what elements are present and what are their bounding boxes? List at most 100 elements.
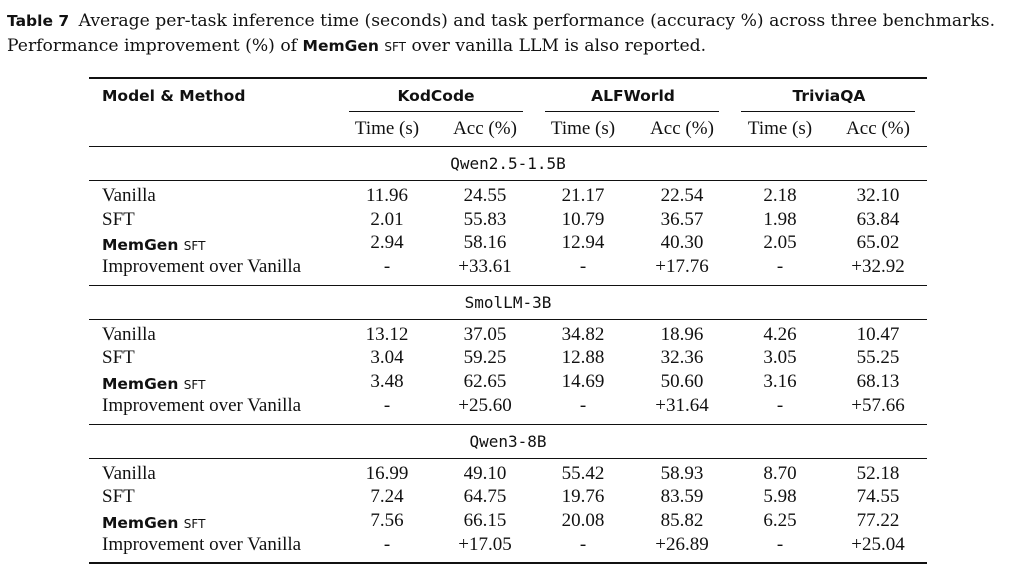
section-title-qwen2.5-1.5b: Qwen2.5-1.5B <box>450 154 566 173</box>
cell-alfworld-acc: +31.64 <box>655 395 709 416</box>
cell-kodcode-time: 3.48 <box>370 371 404 392</box>
cell-alfworld-time: 12.94 <box>561 232 605 253</box>
cell-alfworld-time: - <box>579 256 587 277</box>
cell-alfworld-time: - <box>579 395 587 416</box>
header-acc-triviaqa: Acc (%) <box>846 118 910 139</box>
cell-triviaqa-time: - <box>776 534 784 555</box>
table-caption: Table 7 Average per-task inference time … <box>7 9 1022 60</box>
row-method-vanilla: Vanilla <box>102 185 156 206</box>
cell-kodcode-time: 16.99 <box>365 463 409 484</box>
cell-kodcode-acc: 58.16 <box>463 232 507 253</box>
cell-alfworld-acc: 58.93 <box>660 463 704 484</box>
cell-alfworld-acc: 22.54 <box>660 185 704 206</box>
row-method-vanilla: Vanilla <box>102 463 156 484</box>
cell-triviaqa-time: 6.25 <box>763 510 797 531</box>
cell-triviaqa-acc: 63.84 <box>856 209 900 230</box>
method-memgen-sub: SFT <box>183 378 206 392</box>
cell-triviaqa-acc: 68.13 <box>856 371 900 392</box>
cell-alfworld-time: 55.42 <box>561 463 605 484</box>
cell-kodcode-time: 2.94 <box>370 232 404 253</box>
caption-text-1: Average per-task inference time (seconds… <box>78 11 996 31</box>
cell-triviaqa-time: 3.05 <box>763 347 797 368</box>
row-method-vanilla: Vanilla <box>102 324 156 345</box>
cell-triviaqa-time: - <box>776 395 784 416</box>
cell-triviaqa-acc: 74.55 <box>856 486 900 507</box>
row-method-improvement: Improvement over Vanilla <box>102 534 302 555</box>
caption-text-2-post: over vanilla LLM is also reported. <box>411 36 707 56</box>
cell-kodcode-acc: 37.05 <box>463 324 507 345</box>
cell-triviaqa-acc: 52.18 <box>856 463 900 484</box>
cell-kodcode-acc: +33.61 <box>458 256 512 277</box>
section-divider-2 <box>89 424 927 425</box>
header-time-kodcode: Time (s) <box>354 118 420 139</box>
header-time-triviaqa: Time (s) <box>747 118 813 139</box>
cell-triviaqa-time: 1.98 <box>763 209 797 230</box>
cell-kodcode-time: - <box>383 395 391 416</box>
caption-method-sub: SFT <box>384 40 406 54</box>
cell-triviaqa-time: 4.26 <box>763 324 797 345</box>
cell-triviaqa-acc: 55.25 <box>856 347 900 368</box>
table-bottom-rule <box>89 562 927 564</box>
row-method-sft: SFT <box>102 209 135 230</box>
section-rule-qwen2.5-1.5b <box>89 180 927 181</box>
header-group-rule-kodcode <box>349 111 523 112</box>
header-group-rule-triviaqa <box>741 111 915 112</box>
method-memgen-name: MemGen <box>102 236 179 254</box>
row-method-sft: SFT <box>102 486 135 507</box>
cell-alfworld-acc: +17.76 <box>655 256 709 277</box>
cell-kodcode-acc: 49.10 <box>463 463 507 484</box>
cell-triviaqa-acc: 65.02 <box>856 232 900 253</box>
cell-alfworld-acc: 18.96 <box>660 324 704 345</box>
cell-triviaqa-acc: 32.10 <box>856 185 900 206</box>
caption-label: Table 7 <box>7 12 70 30</box>
section-title-smollm-3b: SmolLM-3B <box>464 293 552 312</box>
cell-kodcode-time: 11.96 <box>365 185 409 206</box>
header-acc-alfworld: Acc (%) <box>650 118 714 139</box>
cell-alfworld-time: 20.08 <box>561 510 605 531</box>
cell-kodcode-time: 3.04 <box>370 347 404 368</box>
cell-triviaqa-time: 3.16 <box>763 371 797 392</box>
cell-kodcode-acc: 55.83 <box>463 209 507 230</box>
header-bottom-rule <box>89 146 927 147</box>
row-method-memgen: MemGen SFT <box>102 373 205 396</box>
section-title-qwen3-8b: Qwen3-8B <box>469 432 547 451</box>
section-rule-qwen3-8b <box>89 458 927 459</box>
cell-triviaqa-acc: +25.04 <box>851 534 905 555</box>
row-method-improvement: Improvement over Vanilla <box>102 256 302 277</box>
cell-kodcode-time: 7.24 <box>370 486 404 507</box>
cell-alfworld-time: 14.69 <box>561 371 605 392</box>
caption-method-name: MemGen <box>302 37 379 55</box>
cell-kodcode-acc: +17.05 <box>458 534 512 555</box>
method-memgen-name: MemGen <box>102 375 179 393</box>
table-top-rule <box>89 77 927 79</box>
caption-line-2: Performance improvement (%) of MemGen SF… <box>7 34 1022 60</box>
header-group-triviaqa: TriviaQA <box>792 87 866 105</box>
section-divider-1 <box>89 285 927 286</box>
method-memgen-name: MemGen <box>102 514 179 532</box>
section-rule-smollm-3b <box>89 319 927 320</box>
cell-kodcode-acc: 59.25 <box>463 347 507 368</box>
cell-triviaqa-acc: 77.22 <box>856 510 900 531</box>
cell-triviaqa-time: 2.18 <box>763 185 797 206</box>
cell-kodcode-time: 2.01 <box>370 209 404 230</box>
header-group-rule-alfworld <box>545 111 719 112</box>
cell-kodcode-time: 7.56 <box>370 510 404 531</box>
header-time-alfworld: Time (s) <box>550 118 616 139</box>
cell-alfworld-acc: 36.57 <box>660 209 704 230</box>
cell-kodcode-time: 13.12 <box>365 324 409 345</box>
header-group-alfworld: ALFWorld <box>591 87 675 105</box>
cell-alfworld-acc: 40.30 <box>660 232 704 253</box>
cell-kodcode-acc: 66.15 <box>463 510 507 531</box>
cell-alfworld-time: 19.76 <box>561 486 605 507</box>
cell-kodcode-time: - <box>383 534 391 555</box>
cell-triviaqa-acc: 10.47 <box>856 324 900 345</box>
cell-triviaqa-time: - <box>776 256 784 277</box>
cell-alfworld-acc: 85.82 <box>660 510 704 531</box>
method-memgen-sub: SFT <box>183 517 206 531</box>
header-group-kodcode: KodCode <box>397 87 475 105</box>
cell-alfworld-time: 12.88 <box>561 347 605 368</box>
cell-triviaqa-time: 5.98 <box>763 486 797 507</box>
cell-kodcode-acc: 64.75 <box>463 486 507 507</box>
cell-alfworld-acc: +26.89 <box>655 534 709 555</box>
